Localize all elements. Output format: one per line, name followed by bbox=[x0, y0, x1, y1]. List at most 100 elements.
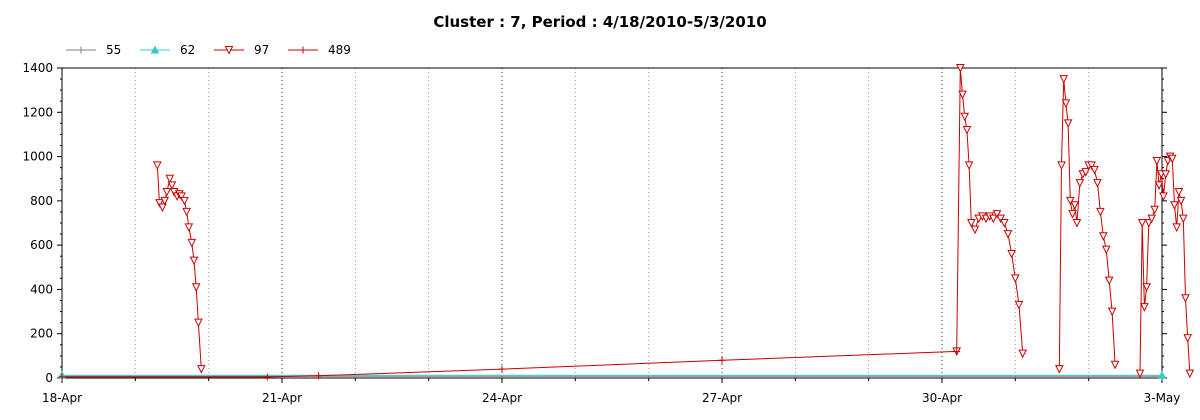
data-point bbox=[1159, 192, 1168, 202]
data-point bbox=[989, 214, 998, 224]
y-tick-label: 1000 bbox=[22, 150, 53, 164]
data-point bbox=[964, 161, 974, 171]
data-point bbox=[996, 214, 1005, 224]
y-tick-label: 0 bbox=[45, 371, 53, 385]
data-point bbox=[182, 207, 191, 217]
x-tick-label: 30-Apr bbox=[922, 391, 962, 405]
data-point bbox=[1178, 214, 1188, 224]
data-point bbox=[1174, 188, 1184, 197]
data-point bbox=[1066, 196, 1075, 206]
data-point bbox=[194, 318, 203, 328]
data-point bbox=[153, 161, 162, 171]
data-point bbox=[1152, 157, 1162, 166]
data-point bbox=[189, 256, 199, 266]
data-point bbox=[1150, 205, 1159, 215]
data-point bbox=[1140, 303, 1149, 312]
data-point bbox=[184, 223, 194, 233]
data-point bbox=[718, 356, 726, 364]
data-point bbox=[1157, 370, 1167, 379]
data-point bbox=[1172, 223, 1181, 233]
data-point bbox=[1137, 219, 1147, 228]
x-tick-label: 27-Apr bbox=[702, 391, 742, 405]
data-point bbox=[187, 238, 197, 248]
data-point bbox=[1099, 232, 1108, 241]
chart-title: Cluster : 7, Period : 4/18/2010-5/3/2010 bbox=[433, 13, 766, 31]
data-point bbox=[1057, 161, 1066, 171]
grid bbox=[134, 68, 1090, 378]
data-point bbox=[58, 373, 66, 381]
data-point bbox=[1104, 276, 1114, 286]
data-point bbox=[177, 192, 186, 202]
y-tick-label: 800 bbox=[30, 194, 53, 208]
data-point bbox=[962, 126, 972, 135]
data-point bbox=[1059, 75, 1069, 84]
data-point bbox=[1110, 360, 1120, 370]
x-tick-label: 3-May bbox=[1144, 391, 1181, 405]
data-point bbox=[1144, 219, 1154, 228]
data-point bbox=[1107, 307, 1117, 317]
legend-marker bbox=[299, 46, 307, 54]
data-point bbox=[960, 112, 970, 122]
data-point bbox=[953, 347, 961, 355]
data-point bbox=[1081, 168, 1091, 177]
data-point bbox=[1167, 154, 1177, 164]
y-tick-label: 1200 bbox=[22, 105, 53, 119]
data-point bbox=[1181, 294, 1190, 303]
data-point bbox=[1007, 250, 1016, 259]
data-point bbox=[1093, 179, 1102, 188]
y-tick-label: 1400 bbox=[22, 61, 53, 75]
data-point bbox=[1055, 365, 1064, 374]
data-point bbox=[1087, 161, 1096, 171]
data-point bbox=[1072, 219, 1082, 228]
plot-frame bbox=[61, 67, 1163, 379]
legend-item-62: 62 bbox=[140, 43, 195, 57]
data-point bbox=[992, 210, 1002, 219]
legend-label: 489 bbox=[328, 43, 351, 57]
axes: 18-Apr 21-Apr 24-Apr 27-Apr 30-Apr 3-May 0 200 4… bbox=[22, 61, 1180, 405]
data-point bbox=[180, 196, 189, 206]
legend-marker bbox=[77, 46, 85, 54]
legend-marker bbox=[150, 45, 160, 54]
data-point bbox=[1000, 219, 1009, 228]
data-point bbox=[1101, 245, 1111, 255]
x-tick-label: 21-Apr bbox=[262, 391, 302, 405]
y-tick-label: 200 bbox=[30, 327, 53, 341]
data-point bbox=[1090, 165, 1099, 175]
data-point bbox=[1011, 274, 1020, 283]
data-point bbox=[160, 196, 169, 206]
series-55 bbox=[58, 372, 1166, 380]
data-point bbox=[1014, 300, 1024, 310]
series-489 bbox=[58, 347, 961, 381]
legend-item-97: 97 bbox=[214, 43, 269, 57]
data-point bbox=[1075, 179, 1085, 188]
data-point bbox=[315, 372, 323, 380]
data-point bbox=[263, 373, 271, 381]
legend-label: 97 bbox=[254, 43, 269, 57]
data-point bbox=[1185, 369, 1195, 379]
y-tick-label: 400 bbox=[30, 282, 53, 296]
legend-label: 62 bbox=[180, 43, 195, 57]
data-point bbox=[165, 174, 175, 184]
legend-item-55: 55 bbox=[66, 43, 121, 57]
legend-label: 55 bbox=[106, 43, 121, 57]
series-line bbox=[956, 67, 1024, 354]
data-point bbox=[1061, 99, 1071, 109]
data-point bbox=[1070, 201, 1080, 210]
data-point bbox=[1142, 283, 1151, 292]
data-point bbox=[1018, 349, 1027, 359]
x-tick-label: 18-Apr bbox=[42, 391, 82, 405]
data-point bbox=[498, 365, 506, 373]
data-point bbox=[1183, 334, 1192, 343]
data-point bbox=[167, 181, 177, 190]
data-point bbox=[155, 199, 164, 208]
data-point bbox=[1068, 210, 1077, 219]
data-point bbox=[970, 225, 980, 235]
data-point bbox=[1003, 230, 1013, 239]
legend-marker bbox=[224, 46, 234, 55]
data-point bbox=[1154, 181, 1164, 190]
legend: 55 62 97 489 bbox=[66, 43, 351, 57]
data-point bbox=[1161, 170, 1170, 179]
legend-item-489: 489 bbox=[288, 43, 351, 57]
data-point bbox=[158, 203, 167, 213]
